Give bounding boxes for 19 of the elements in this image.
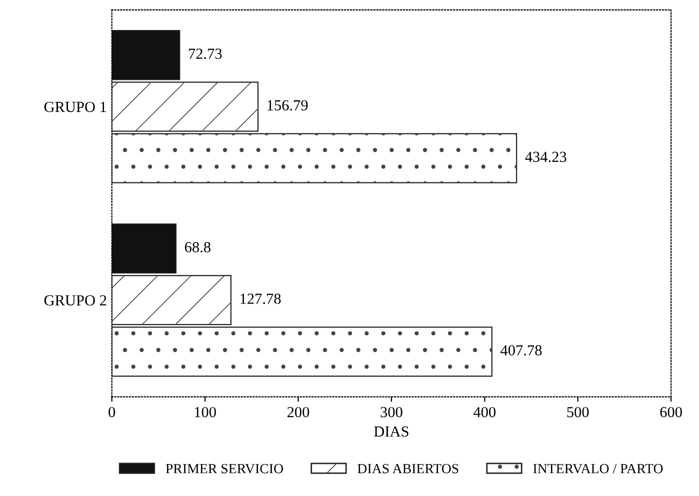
x-tick-label: 500 <box>567 406 589 418</box>
x-tick-label: 200 <box>287 406 310 418</box>
y-tick-label: GRUPO 2 <box>44 295 106 306</box>
x-tick-label: 300 <box>380 406 402 418</box>
data-label: 68.8 <box>184 242 210 252</box>
x-tick-label: 600 <box>660 406 682 418</box>
data-label: 434.23 <box>525 152 566 162</box>
data-label: 127.78 <box>240 294 281 304</box>
data-label: 72.73 <box>188 48 222 59</box>
data-label: 156.79 <box>268 100 308 111</box>
legend-label: PRIMER SERVICIO <box>166 464 283 474</box>
y-tick-label: GRUPO 1 <box>44 102 106 112</box>
x-axis-title: DIAS <box>374 426 408 437</box>
legend-label: DIAS ABIERTOS <box>358 464 458 474</box>
x-tick-label: 0 <box>108 406 116 418</box>
x-tick-label: 100 <box>194 406 216 418</box>
legend-label: INTERVALO / PARTO <box>533 464 663 474</box>
data-label: 407.78 <box>500 345 542 356</box>
x-tick-label: 400 <box>473 406 496 418</box>
